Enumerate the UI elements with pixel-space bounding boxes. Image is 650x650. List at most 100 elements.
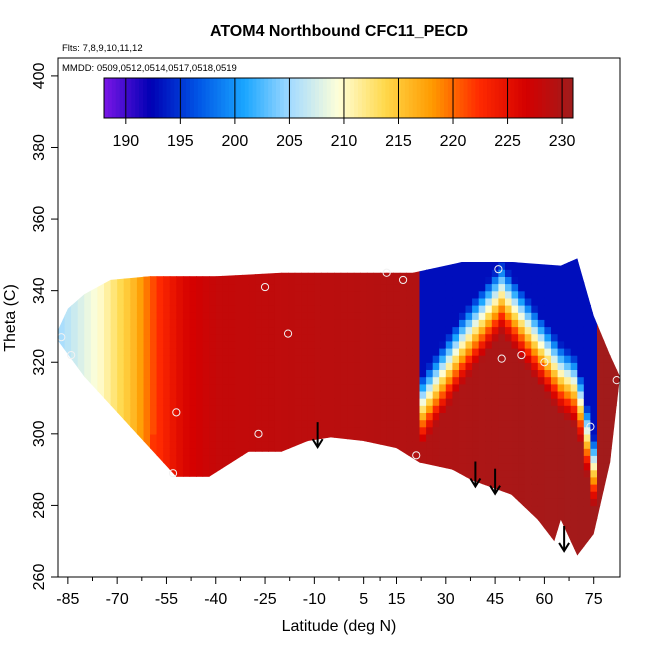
heatmap-cell: [169, 326, 177, 335]
heatmap-cell: [150, 398, 158, 406]
heatmap-cell: [485, 248, 492, 256]
heatmap-cell: [393, 355, 401, 363]
heatmap-cell: [584, 563, 591, 571]
heatmap-cell: [334, 426, 342, 435]
heatmap-cell: [261, 548, 269, 556]
heatmap-cell: [445, 340, 453, 349]
heatmap-cell: [215, 483, 223, 492]
heatmap-cell: [380, 319, 388, 328]
heatmap-cell: [531, 319, 539, 328]
colorbar-segment: [530, 78, 535, 118]
heatmap-cell: [294, 355, 302, 363]
heatmap-cell: [202, 405, 210, 413]
heatmap-cell: [564, 326, 572, 335]
heatmap-cell: [274, 491, 283, 499]
heatmap-cell: [452, 563, 459, 571]
heatmap-cell: [117, 405, 125, 413]
heatmap-cell: [446, 556, 453, 564]
heatmap-cell: [130, 563, 137, 571]
heatmap-cell: [255, 362, 263, 370]
heatmap-cell: [465, 333, 473, 342]
heatmap-cell: [176, 563, 183, 571]
colorbar-tick-label: 205: [276, 133, 303, 150]
heatmap-cell: [334, 519, 342, 528]
heatmap-cell: [393, 290, 401, 299]
heatmap-cell: [261, 326, 269, 335]
heatmap-cell: [228, 347, 237, 356]
heatmap-cell: [426, 276, 434, 285]
heatmap-cell: [445, 433, 453, 442]
heatmap-cell: [472, 333, 480, 342]
heatmap-cell: [492, 248, 499, 256]
heatmap-cell: [274, 276, 283, 285]
heatmap-cell: [511, 362, 519, 370]
heatmap-cell: [229, 556, 236, 564]
heatmap-cell: [590, 376, 598, 385]
heatmap-cell: [439, 412, 447, 421]
heatmap-cell: [603, 519, 611, 528]
heatmap-cell: [577, 505, 585, 514]
heatmap-cell: [557, 258, 565, 263]
heatmap-cell: [439, 376, 447, 385]
heatmap-cell: [610, 398, 618, 406]
heatmap-cell: [90, 258, 99, 263]
heatmap-cell: [84, 297, 92, 306]
heatmap-cell: [117, 305, 125, 313]
heatmap-cell: [334, 433, 342, 442]
heatmap-cell: [222, 258, 230, 263]
heatmap-cell: [215, 462, 223, 471]
heatmap-cell: [77, 526, 85, 535]
heatmap-cell: [64, 433, 72, 442]
heatmap-cell: [452, 319, 460, 328]
heatmap-cell: [551, 483, 559, 492]
heatmap-cell: [590, 419, 598, 428]
heatmap-cell: [209, 462, 217, 471]
heatmap-cell: [314, 563, 321, 571]
heatmap-cell: [248, 483, 256, 492]
heatmap-cell: [511, 412, 519, 421]
heatmap-cell: [360, 398, 368, 406]
heatmap-cell: [274, 398, 283, 406]
heatmap-cell: [71, 362, 79, 370]
heatmap-cell: [209, 556, 216, 564]
heatmap-cell: [327, 340, 335, 349]
heatmap-cell: [110, 483, 118, 492]
heatmap-cell: [288, 333, 296, 342]
heatmap-cell: [334, 390, 342, 399]
heatmap-cell: [202, 433, 210, 442]
heatmap-cell: [465, 483, 473, 492]
heatmap-cell: [366, 412, 375, 421]
heatmap-cell: [616, 383, 620, 392]
heatmap-cell: [176, 340, 184, 349]
heatmap-cell: [228, 333, 237, 342]
heatmap-cell: [182, 426, 191, 435]
heatmap-cell: [583, 262, 591, 270]
heatmap-cell: [307, 405, 315, 413]
heatmap-cell: [498, 548, 506, 556]
heatmap-cell: [537, 269, 545, 277]
heatmap-cell: [366, 305, 375, 313]
heatmap-cell: [327, 505, 335, 514]
heatmap-cell: [524, 534, 532, 542]
heatmap-cell: [97, 305, 105, 313]
heatmap-cell: [505, 297, 513, 306]
heatmap-cell: [294, 340, 302, 349]
heatmap-cell: [353, 369, 361, 378]
heatmap-cell: [380, 405, 388, 413]
heatmap-cell: [215, 526, 223, 535]
heatmap-cell: [123, 312, 131, 320]
heatmap-cell: [419, 469, 427, 478]
heatmap-cell: [169, 312, 177, 320]
heatmap-cell: [603, 419, 611, 428]
heatmap-cell: [203, 556, 210, 564]
heatmap-cell: [518, 283, 526, 292]
heatmap-cell: [143, 512, 151, 521]
heatmap-cell: [182, 276, 191, 285]
heatmap-cell: [604, 556, 611, 564]
heatmap-cell: [130, 383, 138, 392]
heatmap-cell: [537, 319, 545, 328]
heatmap-cell: [301, 362, 309, 370]
heatmap-cell: [117, 376, 125, 385]
heatmap-cell: [281, 419, 289, 428]
heatmap-cell: [577, 462, 585, 471]
